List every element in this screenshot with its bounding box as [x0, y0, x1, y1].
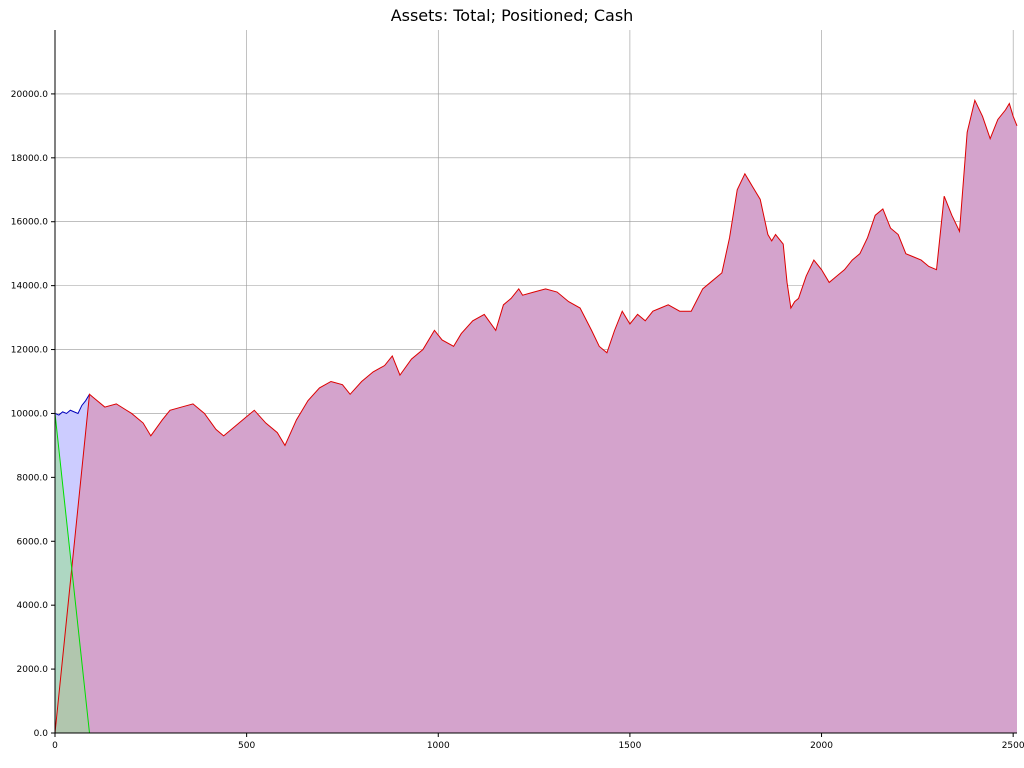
y-tick-label: 20000.0: [11, 90, 48, 100]
y-tick-label: 2000.0: [17, 665, 49, 675]
x-axis-ticks: 0 500 1000 1500 2000 2500: [52, 733, 1024, 751]
x-tick-label: 1500: [618, 741, 641, 751]
series-2-line: [54, 98, 1018, 734]
y-tick-label: 8000.0: [17, 473, 49, 483]
y-tick-label: 0.0: [34, 729, 49, 739]
x-tick-label: 500: [238, 741, 255, 751]
x-tick-label: 2500: [1002, 741, 1024, 751]
y-tick-label: 14000.0: [11, 282, 48, 292]
y-tick-label: 16000.0: [11, 218, 48, 228]
chart-title: Assets: Total; Positioned; Cash: [390, 6, 634, 25]
x-tick-label: 2000: [810, 741, 833, 751]
y-tick-label: 12000.0: [11, 346, 48, 356]
axes: [54, 30, 1017, 734]
series-2-area: [55, 100, 1017, 734]
x-tick-label: 0: [52, 741, 58, 751]
series-0-line: [54, 394, 90, 416]
y-tick-label: 4000.0: [17, 601, 49, 611]
y-tick-label: 18000.0: [11, 154, 48, 164]
y-tick-label: 10000.0: [11, 409, 48, 419]
y-tick-label: 6000.0: [17, 537, 49, 547]
series-areas: [55, 100, 1017, 734]
y-axis-ticks: 0.0 2000.0 4000.0 6000.0 8000.0 10000.0 12000.…: [11, 90, 55, 739]
x-tick-label: 1000: [427, 741, 450, 751]
